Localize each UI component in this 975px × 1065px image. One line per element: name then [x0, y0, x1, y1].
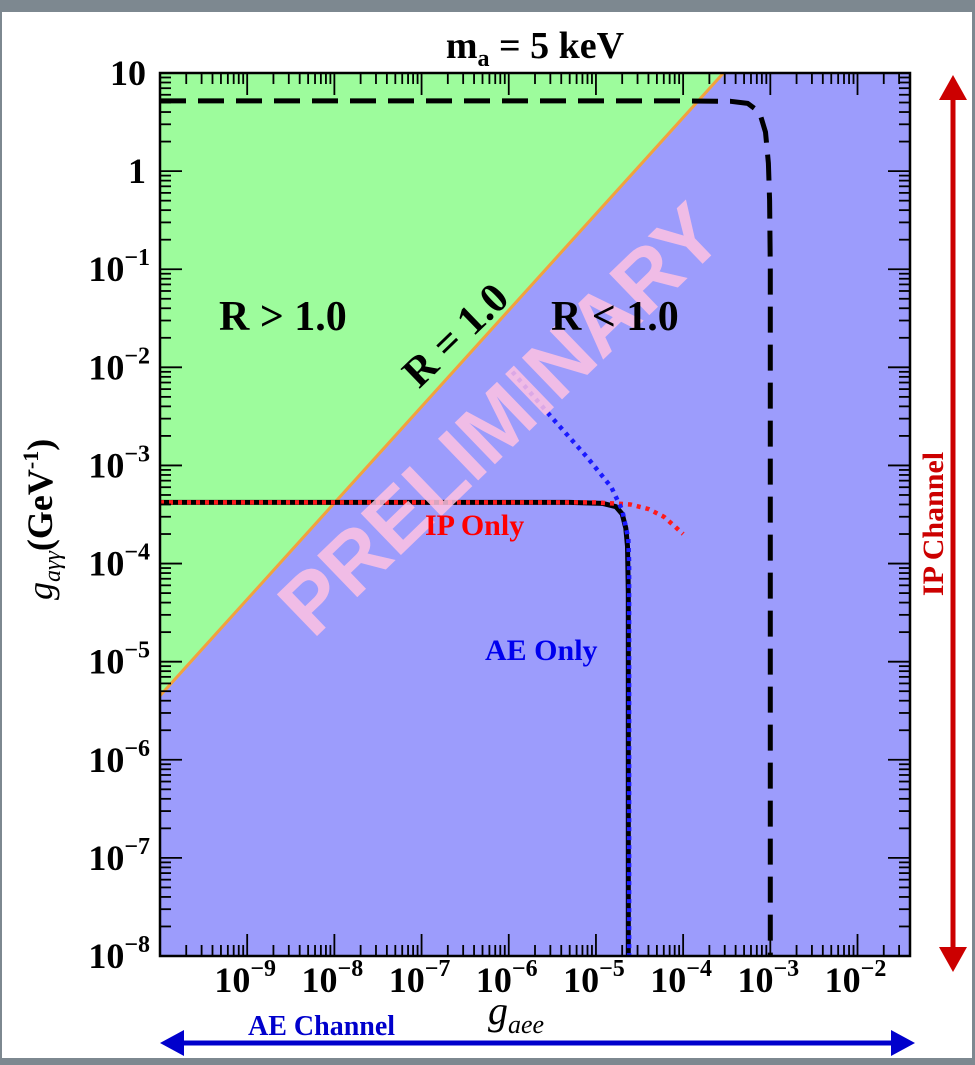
tick-layer — [159, 72, 911, 957]
y-tick-label: 10 — [110, 53, 146, 93]
series-line-blue-dotted — [510, 370, 632, 956]
x-tick-label: 10−5 — [563, 956, 625, 1000]
chart-title-subscript: a — [478, 46, 490, 72]
y-tick-label: 10−8 — [88, 932, 150, 976]
series-line-red-dotted — [160, 500, 685, 536]
curve-label-ip-only: IP Only — [425, 509, 524, 542]
y-axis-label-subscript: aγγ — [40, 551, 66, 582]
y-axis-label-unit-superscript: -1 — [18, 451, 43, 469]
x-tick-label: 10−8 — [302, 956, 364, 1000]
y-tick-label: 10−4 — [88, 540, 150, 584]
y-tick-label: 1 — [128, 151, 146, 191]
ae-channel-arrow — [160, 1030, 915, 1056]
x-axis-label-subscript: aee — [508, 1010, 544, 1039]
region-label-r-less: R < 1.0 — [551, 294, 679, 340]
boundary-line-r-equals-one — [160, 73, 725, 697]
curve-label-ae-only: AE Only — [485, 634, 598, 667]
ip-channel-arrow — [939, 75, 967, 972]
series-line-black-dashed — [160, 98, 773, 956]
x-tick-label: 10−7 — [389, 956, 451, 1000]
x-tick-label: 10−4 — [650, 956, 712, 1000]
x-tick-label: 10−3 — [737, 956, 799, 1000]
ip-channel-label: IP Channel — [917, 452, 950, 596]
y-tick-label: 10−1 — [88, 245, 150, 289]
y-axis-label-unit: (GeV — [20, 469, 60, 551]
chart-title: ma = 5 keV — [446, 25, 625, 72]
ae-channel-label: AE Channel — [248, 1011, 395, 1042]
x-tick-label: 10−2 — [825, 956, 887, 1000]
y-tick-label: 10−7 — [88, 834, 150, 878]
chart-title-rest: = 5 keV — [490, 25, 625, 67]
series-layer — [160, 98, 773, 956]
y-tick-label: 10−2 — [88, 343, 150, 387]
y-tick-label: 10−3 — [88, 441, 150, 485]
x-tick-label: 10−6 — [476, 956, 538, 1000]
x-axis-label: gaee — [488, 988, 544, 1039]
x-tick-label: 10−9 — [214, 956, 276, 1000]
y-axis-label-unit-close: ) — [20, 439, 60, 451]
y-axis-label: gaγγ(GeV-1) — [18, 439, 66, 600]
tick-label-layer: 10−9 10−8 10−7 10−6 10−5 10−4 10−3 10−2 10 1 10−1 1… — [88, 53, 886, 1000]
region-label-r-greater: R > 1.0 — [219, 294, 347, 340]
y-tick-label: 10−5 — [88, 638, 150, 682]
y-tick-label: 10−6 — [88, 736, 150, 780]
